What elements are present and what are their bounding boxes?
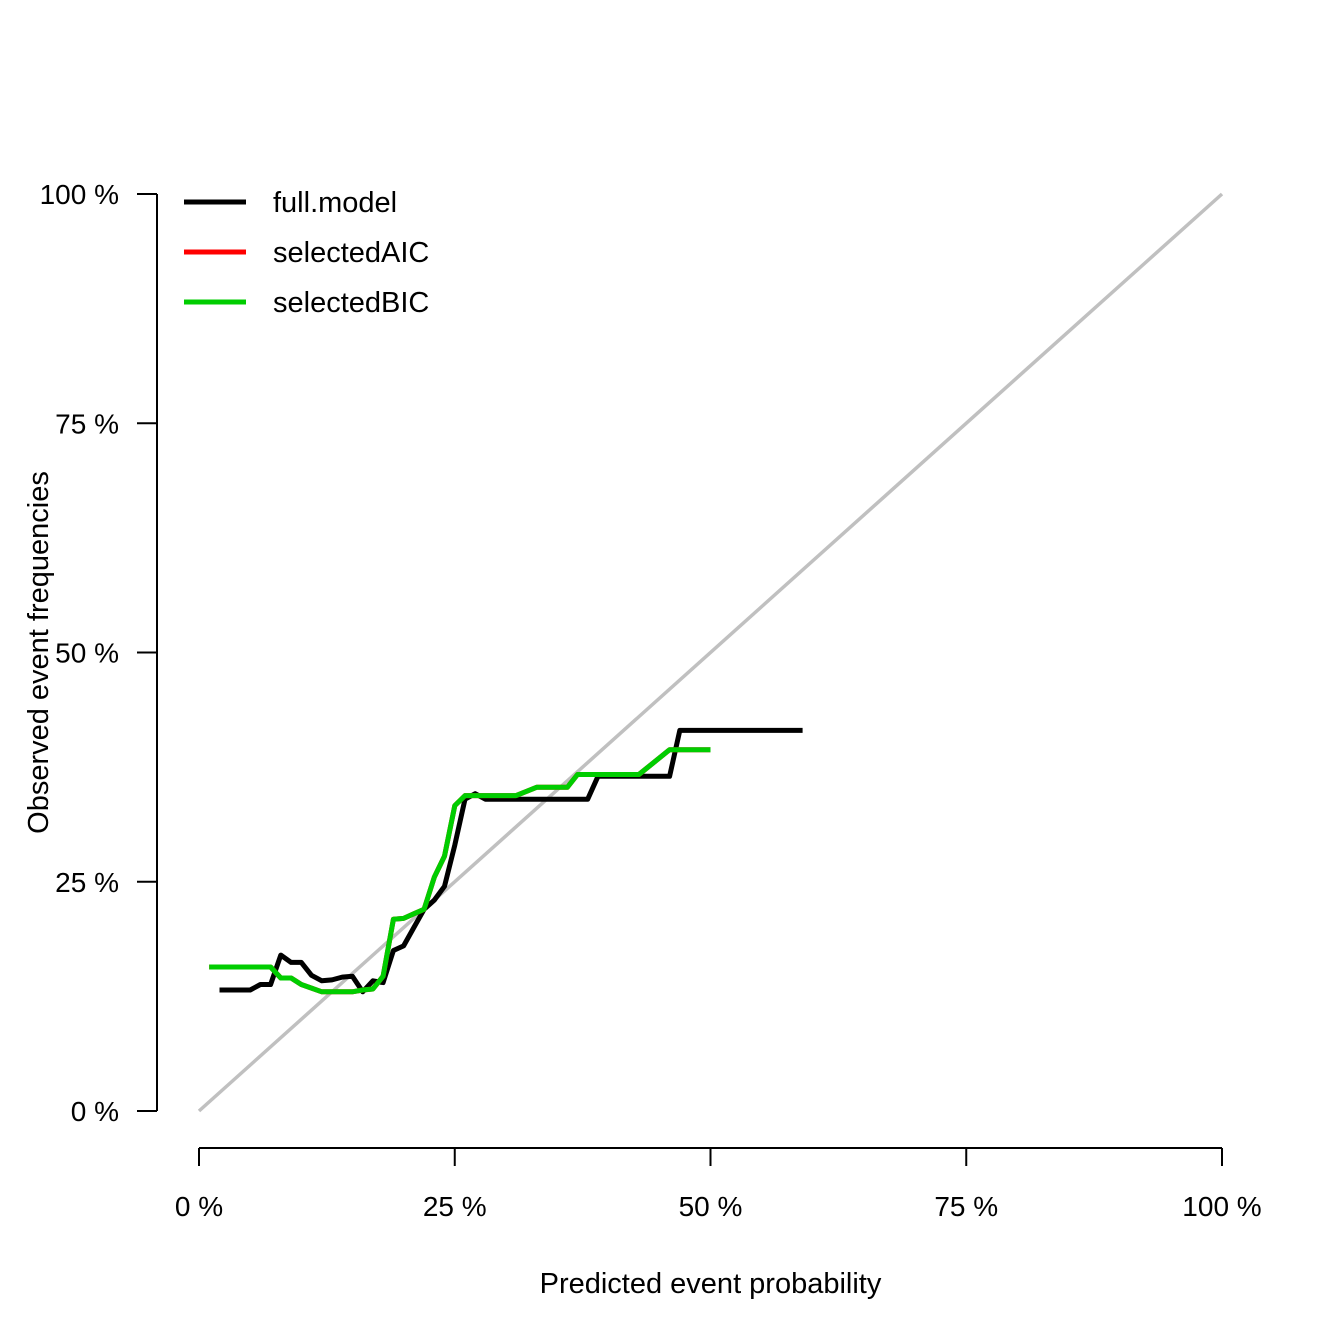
y-axis-ticks: 0 % 25 % 50 % 75 % 100 % [40,179,157,1127]
x-tick-label: 25 % [423,1191,487,1222]
x-tick-label: 0 % [175,1191,223,1222]
y-tick-label: 100 % [40,179,119,210]
legend-label: selectedAIC [273,237,429,269]
y-axis-title: Observed event frequencies [23,471,55,834]
legend-label: full.model [273,187,397,219]
y-tick-label: 0 % [71,1096,119,1127]
y-tick-label: 50 % [55,638,119,669]
legend-label: selectedBIC [273,287,429,319]
series-line-full-model [219,727,803,995]
y-tick-label: 75 % [55,408,119,439]
series-line-selectedbic [209,747,711,995]
x-axis-ticks: 0 % 25 % 50 % 75 % 100 % [175,1148,1262,1222]
x-tick-label: 50 % [679,1191,743,1222]
legend: full.model selectedAIC selectedBIC [184,187,429,319]
x-tick-label: 100 % [1182,1191,1261,1222]
series-lines [209,727,803,995]
y-tick-label: 25 % [55,867,119,898]
x-axis-title: Predicted event probability [540,1268,882,1300]
x-tick-label: 75 % [934,1191,998,1222]
axes: 0 % 25 % 50 % 75 % 100 % 0 % 25 % 50 % 75 % 100 … [40,179,1262,1222]
diagonal-reference-line [197,192,1224,1113]
